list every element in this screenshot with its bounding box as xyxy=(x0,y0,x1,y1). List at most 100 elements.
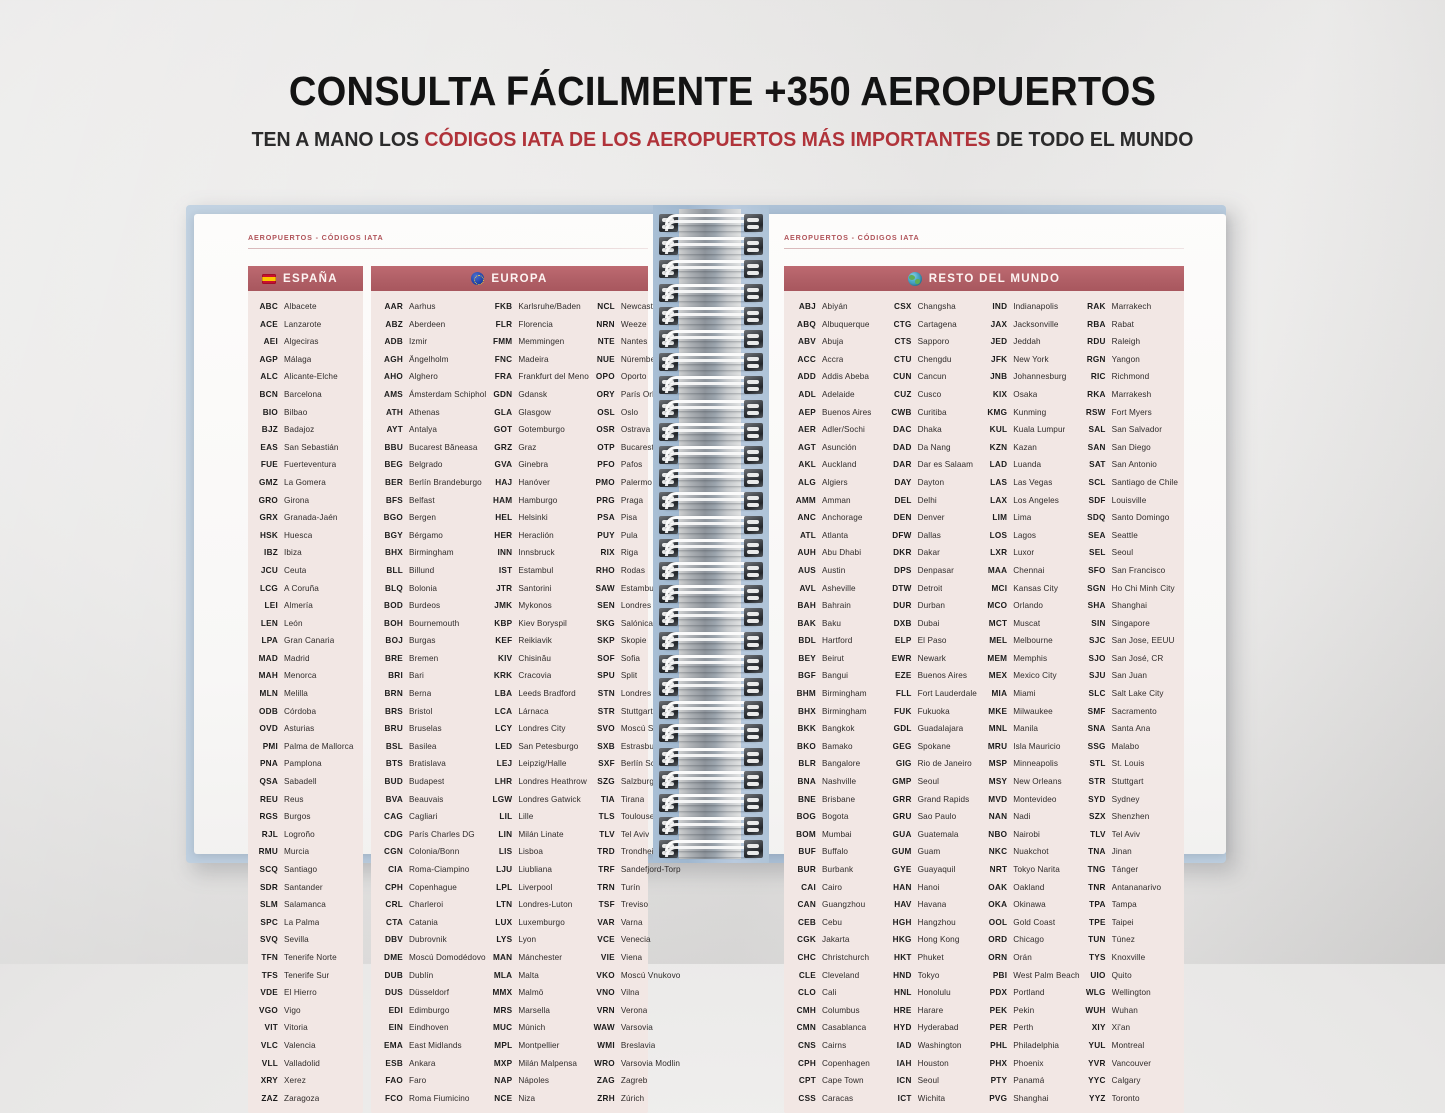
airport-city: Izmir xyxy=(409,337,428,347)
ring-clip-right xyxy=(744,794,763,812)
iata-code: ZRH xyxy=(597,1093,615,1103)
airport-city: Ostrava xyxy=(620,425,651,435)
iata-code: ATL xyxy=(799,530,816,540)
airport-city: Bari xyxy=(409,671,424,681)
airport-row: KUL Kuala Lumpur xyxy=(981,421,1079,439)
airport-city: Viena xyxy=(620,952,643,962)
airport-city: Trondheim xyxy=(620,847,661,857)
airport-row: GYE Guayaquil xyxy=(886,861,982,879)
subtitle-pre: TEN A MANO LOS xyxy=(251,128,425,151)
airport-city: Santa Ana xyxy=(1111,724,1151,734)
airport-row: ZRH Zúrich xyxy=(589,1090,690,1108)
iata-code: LOS xyxy=(989,530,1008,540)
iata-code: EWR xyxy=(891,653,912,663)
airport-row: LUX Luxemburgo xyxy=(486,914,589,932)
eu-flag-icon xyxy=(471,272,485,285)
airport-city: Ankara xyxy=(409,1058,436,1068)
iata-code: SIN xyxy=(1091,618,1106,628)
iata-code: AUH xyxy=(797,548,816,558)
iata-code: VLC xyxy=(260,1040,278,1050)
airport-city: Luanda xyxy=(1013,460,1042,470)
airport-city: San Francisco xyxy=(1111,565,1166,575)
iata-code: SAW xyxy=(595,583,615,593)
iata-code: SFO xyxy=(1088,565,1106,575)
airport-city: Colonia/Bonn xyxy=(409,847,460,857)
airport-row: PNA Pamplona xyxy=(254,755,357,773)
iata-code: WLG xyxy=(1085,988,1106,998)
iata-code: EIN xyxy=(388,1023,403,1033)
airport-city: New Orleans xyxy=(1013,777,1062,787)
iata-code: RMU xyxy=(258,847,278,857)
airport-city: Bucarest Băneasa xyxy=(409,442,478,452)
airport-row: DXB Dubai xyxy=(886,615,982,633)
airport-city: Palermo xyxy=(620,477,653,487)
iata-code: GVA xyxy=(494,460,513,470)
iata-code: BUD xyxy=(384,777,403,787)
airport-city: Salónica xyxy=(620,618,654,628)
airport-row: HEL Helsinki xyxy=(486,509,589,527)
iata-code: BKK xyxy=(797,724,816,734)
airport-row: RGN Yangon xyxy=(1080,351,1178,369)
iata-code: ADL xyxy=(798,389,816,399)
airport-city: Curitiba xyxy=(917,407,947,417)
airport-row: GUM Guam xyxy=(886,843,982,861)
iata-code: OAK xyxy=(988,882,1008,892)
airport-row: MAA Chennai xyxy=(981,562,1079,580)
iata-code: BHX xyxy=(797,706,816,716)
iata-code: NRN xyxy=(596,319,615,329)
airport-city: Sevilla xyxy=(284,935,309,945)
airport-row: OSL Oslo xyxy=(589,404,690,422)
airport-row: CGK Jakarta xyxy=(790,931,886,949)
iata-code: CTA xyxy=(386,917,403,927)
airport-row: LJU Liubliana xyxy=(486,861,589,879)
airport-row: BGY Bérgamo xyxy=(377,527,486,545)
airport-row: LPL Liverpool xyxy=(486,879,589,897)
iata-code: DPS xyxy=(894,565,912,575)
airport-city: Adler/Sochi xyxy=(822,425,865,435)
iata-code: DAC xyxy=(893,425,912,435)
spiral-ring xyxy=(651,306,771,326)
airport-row: LIN Milán Linate xyxy=(486,826,589,844)
airport-row: SNA Santa Ana xyxy=(1080,720,1178,738)
iata-code: SLM xyxy=(259,900,278,910)
iata-code: KBP xyxy=(494,618,513,628)
airport-city: Alicante-Elche xyxy=(284,372,338,382)
iata-code: DAD xyxy=(893,442,912,452)
airport-row: MRS Marsella xyxy=(486,1002,589,1020)
iata-code: MVD xyxy=(988,794,1008,804)
airport-row: EWR Newark xyxy=(886,650,982,668)
iata-code: AMM xyxy=(795,495,816,505)
airport-city: Bournemouth xyxy=(409,618,460,628)
ring-clip-right xyxy=(744,214,763,232)
airport-city: Seattle xyxy=(1111,530,1138,540)
iata-code: AGH xyxy=(384,354,403,364)
airport-row: SDQ Santo Domingo xyxy=(1080,509,1178,527)
iata-code: GRU xyxy=(892,812,912,822)
airport-row: MKE Milwaukee xyxy=(981,703,1079,721)
ring-clip-right xyxy=(744,654,763,673)
airport-row: AEP Buenos Aires xyxy=(790,404,886,422)
airport-row: AMM Amman xyxy=(790,492,886,510)
iata-code: VNO xyxy=(596,988,615,998)
airport-row: TNG Tánger xyxy=(1080,861,1178,879)
iata-code: MLA xyxy=(493,970,513,980)
airport-city: Leipzig/Halle xyxy=(518,759,567,769)
airport-row: GRR Grand Rapids xyxy=(886,791,982,809)
airport-city: Verona xyxy=(620,1005,648,1015)
iata-code: CMH xyxy=(796,1005,816,1015)
airport-city: Orlando xyxy=(1013,601,1044,611)
iata-code: JTR xyxy=(496,583,513,593)
airport-city: Túnez xyxy=(1111,935,1135,945)
airport-column: RAK Marrakech RBA Rabat RDU Raleigh RGN Yangon R… xyxy=(1080,298,1178,1107)
iata-code: EAS xyxy=(260,442,278,452)
iata-code: BHM xyxy=(796,689,816,699)
airport-city: Helsinki xyxy=(518,513,548,523)
airport-row: PMO Palermo xyxy=(589,474,690,492)
iata-code: SSG xyxy=(1087,741,1106,751)
airport-city: Logroño xyxy=(284,829,315,839)
airport-city: Cancun xyxy=(917,372,947,382)
airport-row: BRS Bristol xyxy=(377,703,486,721)
ring-clip-right xyxy=(744,817,763,836)
iata-code: CAG xyxy=(384,812,403,822)
airport-city: Richmond xyxy=(1111,372,1150,382)
